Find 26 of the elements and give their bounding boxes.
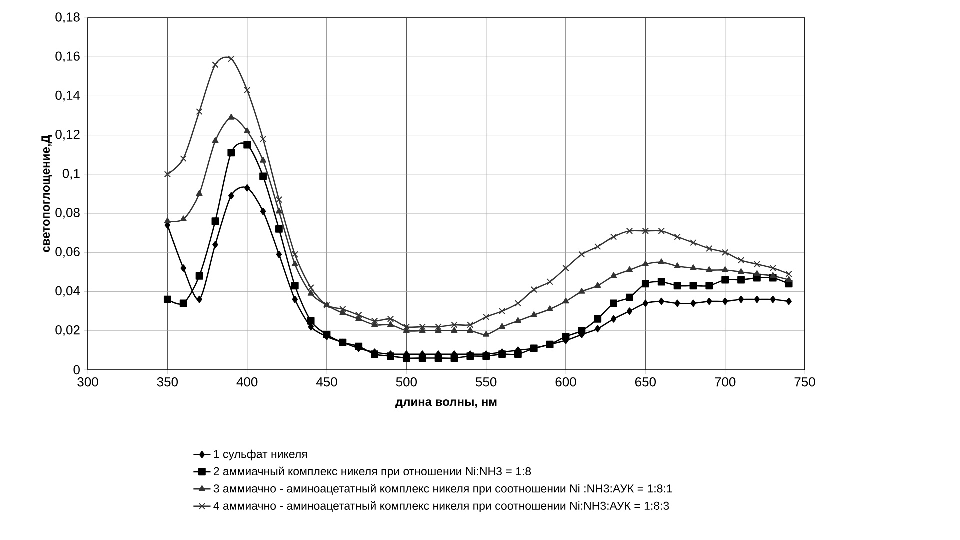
y-axis-title: светопоглощение,Д xyxy=(42,135,52,252)
y-tick-label: 0,14 xyxy=(56,90,80,102)
x-tick-label: 550 xyxy=(476,378,497,387)
x-tick-label: 400 xyxy=(236,378,258,387)
y-tick-label: 0,02 xyxy=(56,326,80,336)
x-tick-label: 700 xyxy=(715,378,736,387)
x-tick-label: 350 xyxy=(157,378,178,387)
legend-label: 3 аммиачно - аминоацетатный комплекс никеля при соотношении Ni :NH3:АУК = 1:8:1 xyxy=(214,484,672,496)
y-tick-label: 0,16 xyxy=(56,52,80,62)
y-tick-label: 0,04 xyxy=(56,286,80,298)
y-tick-label: 0,12 xyxy=(56,130,80,141)
x-tick-label: 450 xyxy=(316,378,338,387)
y-tick-label: 0,06 xyxy=(56,247,80,258)
y-tick-label: 0 xyxy=(74,365,80,375)
x-axis-title: длина волны, нм xyxy=(396,400,497,408)
y-tick-label: 0,18 xyxy=(56,12,80,24)
x-tick-label: 650 xyxy=(635,378,656,387)
x-tick-label: 750 xyxy=(794,378,816,387)
x-tick-label: 600 xyxy=(556,378,576,387)
legend-label: 4 аммиачно - аминоацетатный комплекс никеля при соотношении Ni:NH3:АУК = 1:8:3 xyxy=(214,501,670,512)
y-tick-label: 0,1 xyxy=(62,169,80,180)
y-tick-label: 0,08 xyxy=(56,208,80,219)
legend-label: 1 сульфат никеля xyxy=(214,450,308,461)
legend-label: 2 аммиачный комплекс никеля при отношении Ni:NH3 = 1:8 xyxy=(214,466,532,478)
x-tick-label: 500 xyxy=(396,378,418,387)
x-tick-label: 300 xyxy=(78,378,98,387)
